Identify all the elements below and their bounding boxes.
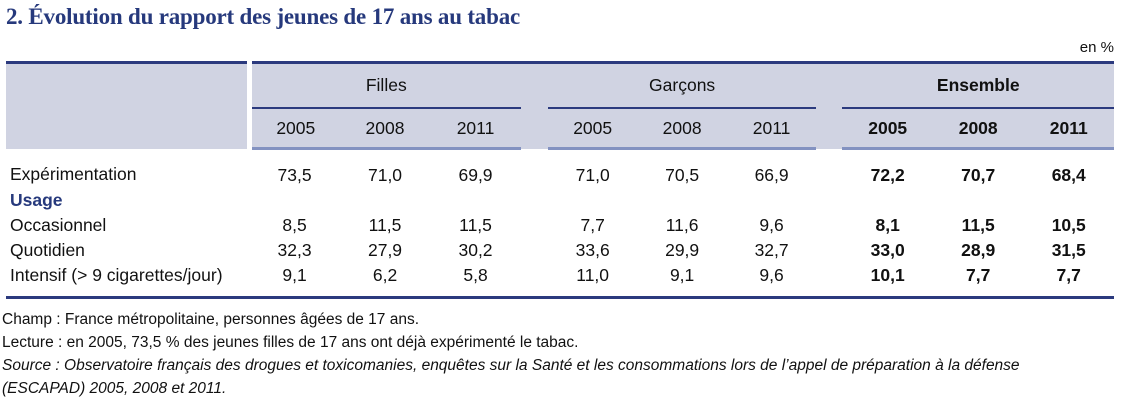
group-header-garcons: Garçons <box>547 62 817 109</box>
spacer-cell <box>520 213 548 238</box>
group-spacer <box>816 62 843 149</box>
year-header: 2008 <box>932 108 1024 150</box>
cell-value: 66,9 <box>726 148 817 188</box>
cell-value: 11,5 <box>932 213 1024 238</box>
cell-value: 70,7 <box>932 148 1024 188</box>
cell-value: 33,0 <box>842 238 933 263</box>
table-row-experimentation: Expérimentation 73,5 71,0 69,9 71,0 70,5… <box>6 148 1114 188</box>
cell-value: 11,6 <box>637 213 727 238</box>
cell-value: 9,1 <box>637 263 727 298</box>
year-header: 2005 <box>249 108 340 150</box>
row-label: Intensif (> 9 cigarettes/jour) <box>6 263 250 298</box>
year-header: 2008 <box>637 108 727 150</box>
cell-value: 28,9 <box>932 238 1024 263</box>
spacer-cell <box>520 238 548 263</box>
cell-value: 10,5 <box>1023 213 1114 238</box>
table-row-usage-section: Usage <box>6 188 1114 213</box>
empty-cell <box>249 188 1114 213</box>
row-label: Occasionnel <box>6 213 250 238</box>
group-header-ensemble: Ensemble <box>842 62 1114 109</box>
year-header: 2005 <box>842 108 933 150</box>
year-header: 2011 <box>726 108 817 150</box>
year-header: 2005 <box>547 108 638 150</box>
cell-value: 73,5 <box>249 148 340 188</box>
table-row-intensif: Intensif (> 9 cigarettes/jour) 9,1 6,2 5… <box>6 263 1114 298</box>
cell-value: 68,4 <box>1023 148 1114 188</box>
cell-value: 7,7 <box>932 263 1024 298</box>
table-row-quotidien: Quotidien 32,3 27,9 30,2 33,6 29,9 32,7 … <box>6 238 1114 263</box>
cell-value: 31,5 <box>1023 238 1114 263</box>
footnote-champ: Champ : France métropolitaine, personnes… <box>2 311 420 328</box>
table-row-occasionnel: Occasionnel 8,5 11,5 11,5 7,7 11,6 9,6 8… <box>6 213 1114 238</box>
group-header-row: Filles Garçons Ensemble <box>6 62 1114 149</box>
row-label: Quotidien <box>6 238 250 263</box>
year-header: 2011 <box>1023 108 1114 150</box>
unit-note: en % <box>1079 39 1114 56</box>
year-header: 2011 <box>430 108 521 150</box>
cell-value: 70,5 <box>637 148 727 188</box>
spacer-cell <box>816 148 843 188</box>
cell-value: 8,5 <box>249 213 340 238</box>
cell-value: 32,7 <box>726 238 817 263</box>
cell-value: 72,2 <box>842 148 933 188</box>
footnotes: Champ : France métropolitaine, personnes… <box>2 308 1122 400</box>
spacer-cell <box>816 213 843 238</box>
spacer-cell <box>816 238 843 263</box>
cell-value: 32,3 <box>249 238 340 263</box>
tobacco-statistics-table: Filles Garçons Ensemble 2005 2008 2011 2… <box>6 61 1114 299</box>
page-title: 2. Évolution du rapport des jeunes de 17… <box>6 4 521 29</box>
cell-value: 71,0 <box>339 148 431 188</box>
cell-value: 27,9 <box>339 238 431 263</box>
year-header: 2008 <box>339 108 431 150</box>
spacer-cell <box>520 263 548 298</box>
cell-value: 9,1 <box>249 263 340 298</box>
footnote-lecture: Lecture : en 2005, 73,5 % des jeunes fil… <box>2 334 579 351</box>
cell-value: 10,1 <box>842 263 933 298</box>
footnote-source-line2: (ESCAPAD) 2005, 2008 et 2011. <box>2 380 227 397</box>
cell-value: 33,6 <box>547 238 638 263</box>
cell-value: 7,7 <box>547 213 638 238</box>
cell-value: 11,5 <box>430 213 521 238</box>
footnote-source-line1: Source : Observatoire français des drogu… <box>2 357 1020 374</box>
cell-value: 30,2 <box>430 238 521 263</box>
cell-value: 11,0 <box>547 263 638 298</box>
cell-value: 11,5 <box>339 213 431 238</box>
cell-value: 9,6 <box>726 263 817 298</box>
cell-value: 71,0 <box>547 148 638 188</box>
cell-value: 7,7 <box>1023 263 1114 298</box>
spacer-cell <box>520 148 548 188</box>
cell-value: 8,1 <box>842 213 933 238</box>
cell-value: 9,6 <box>726 213 817 238</box>
cell-value: 5,8 <box>430 263 521 298</box>
section-label: Usage <box>6 188 250 213</box>
cell-value: 29,9 <box>637 238 727 263</box>
row-label: Expérimentation <box>6 148 250 188</box>
group-spacer <box>520 62 548 149</box>
year-header-row: 2005 2008 2011 2005 2008 2011 2005 2008 … <box>6 108 1114 150</box>
cell-value: 6,2 <box>339 263 431 298</box>
cell-value: 69,9 <box>430 148 521 188</box>
group-header-filles: Filles <box>249 62 521 109</box>
corner-cell <box>6 62 252 149</box>
spacer-cell <box>816 263 843 298</box>
